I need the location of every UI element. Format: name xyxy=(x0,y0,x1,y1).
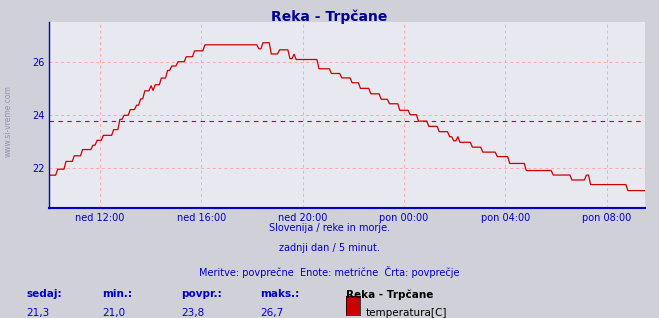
Text: maks.:: maks.: xyxy=(260,289,300,299)
Text: Reka - Trpčane: Reka - Trpčane xyxy=(272,10,387,24)
Text: Reka - Trpčane: Reka - Trpčane xyxy=(346,289,434,300)
Text: 26,7: 26,7 xyxy=(260,308,283,318)
Text: 21,0: 21,0 xyxy=(102,308,125,318)
Text: www.si-vreme.com: www.si-vreme.com xyxy=(3,85,13,157)
Text: min.:: min.: xyxy=(102,289,132,299)
Text: Slovenija / reke in morje.: Slovenija / reke in morje. xyxy=(269,223,390,232)
Text: temperatura[C]: temperatura[C] xyxy=(366,308,447,318)
Text: zadnji dan / 5 minut.: zadnji dan / 5 minut. xyxy=(279,243,380,253)
Text: povpr.:: povpr.: xyxy=(181,289,222,299)
Text: sedaj:: sedaj: xyxy=(26,289,62,299)
Text: 23,8: 23,8 xyxy=(181,308,204,318)
Text: 21,3: 21,3 xyxy=(26,308,49,318)
Text: Meritve: povprečne  Enote: metrične  Črta: povprečje: Meritve: povprečne Enote: metrične Črta:… xyxy=(199,266,460,278)
